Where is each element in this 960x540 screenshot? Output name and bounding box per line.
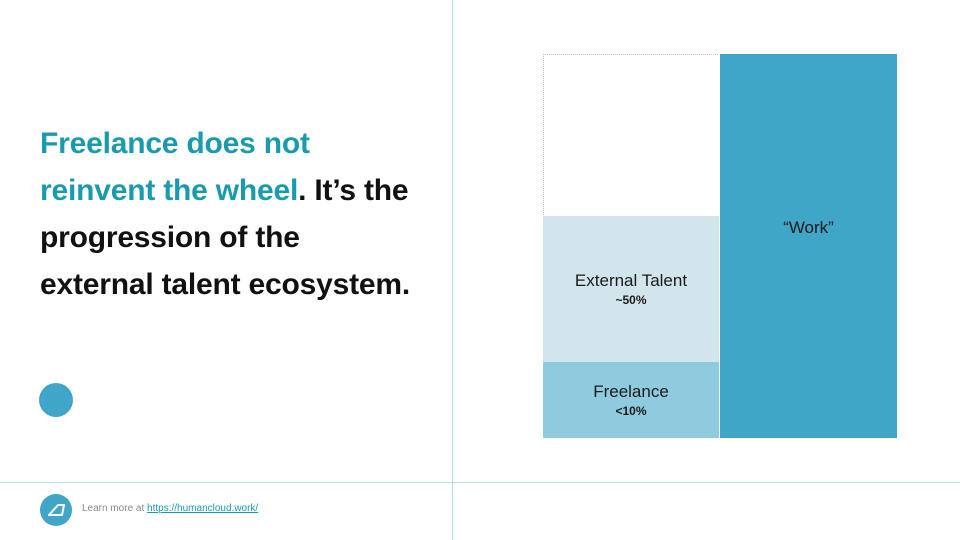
talent-diagram: External Talent ~50% Freelance <10% “Wor… <box>543 54 897 438</box>
dotted-outline <box>543 54 718 215</box>
horizontal-guide-line <box>0 482 960 483</box>
work-label: “Work” <box>783 218 834 237</box>
logo-glyph <box>48 504 65 516</box>
humancloud-logo-icon <box>40 494 72 526</box>
external-talent-label: External Talent <box>574 271 688 290</box>
work-block: “Work” <box>720 54 897 438</box>
footer-prefix: Learn more at <box>82 503 148 514</box>
headline-rest: . It’s the progression of the external t… <box>40 174 410 301</box>
headline-accent: Freelance does not reinvent the wheel <box>40 127 310 207</box>
external-talent-value: ~50% <box>615 293 647 307</box>
vertical-guide-line <box>452 0 453 540</box>
headline: Freelance does not reinvent the wheel. I… <box>40 120 420 308</box>
external-talent-block: External Talent ~50% <box>543 216 719 362</box>
freelance-value: <10% <box>615 404 647 418</box>
footer-text: Learn more at https://humancloud.work/ <box>82 503 258 514</box>
freelance-block: Freelance <10% <box>543 362 719 438</box>
decorative-dot <box>39 383 73 417</box>
footer-link[interactable]: https://humancloud.work/ <box>147 503 259 514</box>
freelance-label: Freelance <box>593 382 669 401</box>
